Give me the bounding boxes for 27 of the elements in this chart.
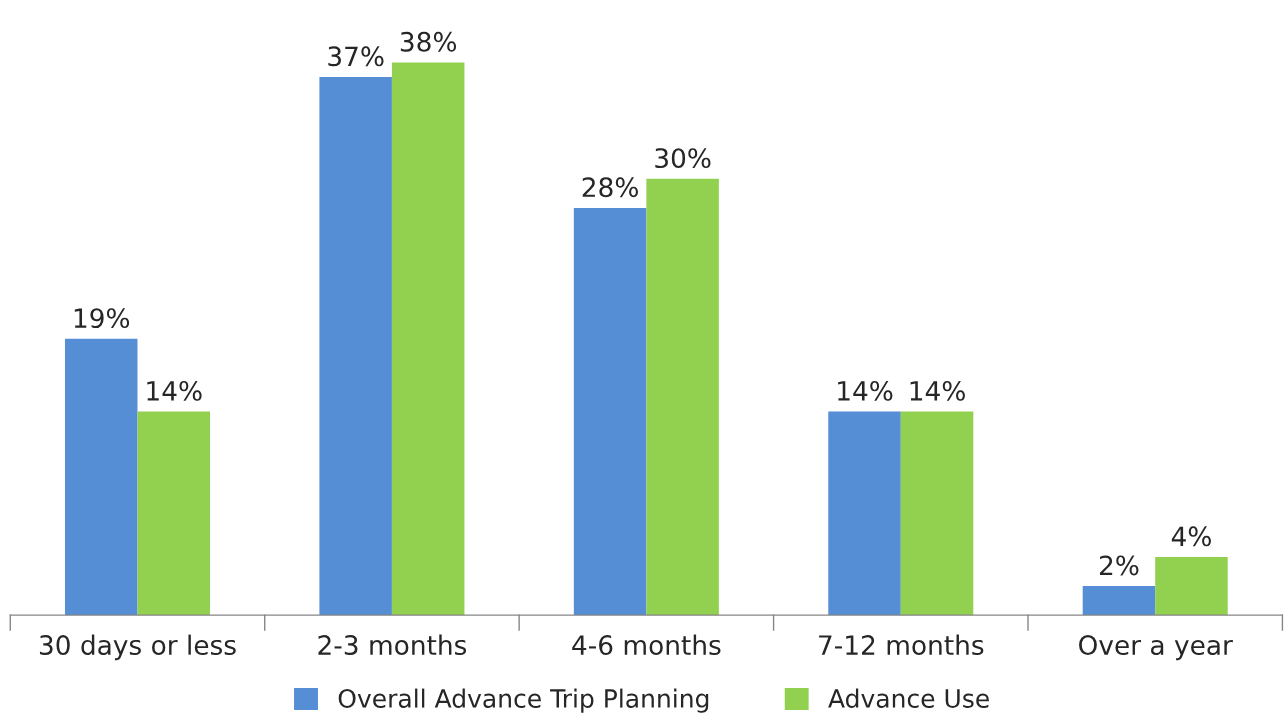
data-label: 4% — [1171, 526, 1211, 547]
bar — [391, 62, 465, 616]
bar — [1155, 556, 1228, 616]
x-tick-label: 7-12 months — [819, 634, 984, 656]
legend-label: Advance Use — [828, 688, 989, 708]
legend-label: Overall Advance Trip Planning — [338, 688, 709, 713]
bar — [1082, 586, 1156, 616]
data-label: 28% — [582, 177, 638, 198]
bar — [137, 411, 211, 616]
bar — [573, 207, 647, 616]
data-label: 14% — [147, 380, 202, 401]
bar — [319, 76, 392, 616]
data-label: 37% — [328, 46, 384, 67]
bar — [900, 411, 974, 616]
x-tick-label: 4-6 months — [572, 634, 721, 656]
bar — [646, 178, 719, 616]
data-label: 30% — [655, 148, 711, 169]
data-label: 19% — [74, 308, 130, 329]
bar — [64, 338, 138, 616]
data-label: 14% — [910, 380, 965, 401]
x-tick-label: Over a year — [1079, 635, 1233, 661]
x-tick-label: 2-3 months — [318, 634, 467, 656]
data-label: 2% — [1099, 555, 1139, 576]
data-label: 14% — [838, 380, 893, 401]
bar — [828, 411, 901, 616]
data-label: 38% — [400, 31, 457, 52]
x-tick-label: 30 days or less — [39, 634, 236, 661]
